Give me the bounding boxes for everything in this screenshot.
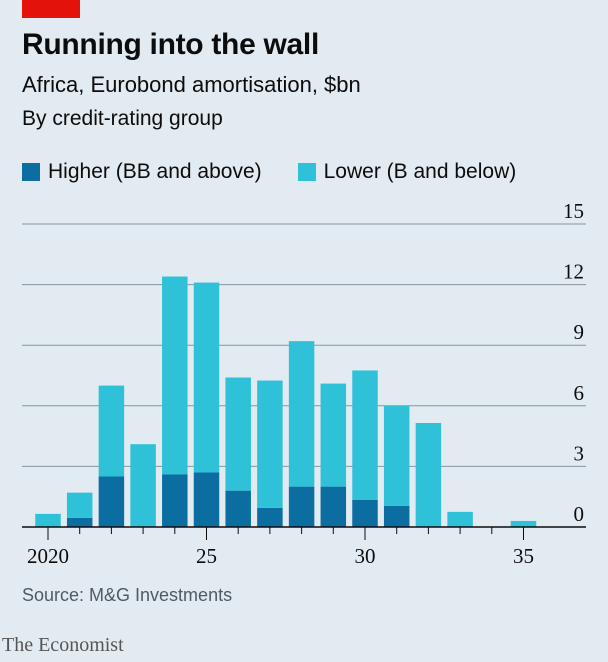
bar-higher bbox=[66, 517, 93, 527]
y-tick-label: 15 bbox=[563, 199, 584, 223]
bar-lower bbox=[288, 341, 315, 487]
bar-higher bbox=[383, 505, 410, 527]
bar-lower bbox=[162, 276, 188, 475]
bar-lower bbox=[447, 511, 473, 527]
publisher-logo: The Economist bbox=[2, 634, 124, 656]
bar-higher bbox=[98, 476, 125, 527]
y-tick-label: 9 bbox=[574, 320, 585, 344]
legend: Higher (BB and above) Lower (B and below… bbox=[22, 160, 552, 184]
legend-label-higher: Higher (BB and above) bbox=[48, 160, 262, 183]
y-tick-label: 12 bbox=[563, 260, 584, 284]
y-tick-label: 6 bbox=[574, 381, 585, 405]
bar-lower bbox=[98, 385, 125, 477]
legend-swatch-lower bbox=[297, 163, 316, 181]
bar-lower bbox=[320, 383, 347, 487]
brand-accent-tag bbox=[22, 0, 80, 18]
bar-lower bbox=[257, 380, 283, 508]
chart-subtitle-secondary: By credit-rating group bbox=[22, 107, 223, 130]
x-tick-label: 25 bbox=[196, 544, 217, 568]
legend-item-lower: Lower (B and below) bbox=[297, 160, 517, 184]
bar-lower bbox=[35, 513, 61, 527]
y-tick-label: 0 bbox=[574, 502, 585, 526]
chart-subtitle: Africa, Eurobond amortisation, $bn bbox=[22, 72, 361, 97]
legend-label-lower: Lower (B and below) bbox=[323, 160, 517, 183]
source-note: Source: M&G Investments bbox=[22, 585, 233, 605]
bar-lower bbox=[193, 282, 220, 473]
bar-higher bbox=[320, 486, 347, 527]
bar-higher bbox=[352, 499, 378, 527]
bar-lower bbox=[415, 422, 442, 527]
bar-higher bbox=[162, 474, 188, 527]
x-tick-label: 2020 bbox=[27, 544, 69, 568]
chart-title: Running into the wall bbox=[22, 28, 319, 61]
bar-lower bbox=[383, 405, 410, 506]
legend-swatch-higher bbox=[22, 163, 40, 181]
bar-lower bbox=[130, 444, 156, 527]
y-tick-label: 3 bbox=[574, 441, 585, 465]
legend-item-higher: Higher (BB and above) bbox=[22, 160, 262, 184]
bar-higher bbox=[288, 486, 315, 527]
bar-higher bbox=[257, 507, 283, 527]
bar-higher bbox=[193, 472, 220, 527]
bar-lower bbox=[510, 520, 537, 527]
bar-lower bbox=[352, 370, 378, 500]
x-tick-label: 35 bbox=[513, 544, 534, 568]
bar-chart: 0 3 6 9 12 15 2020 25 30 35 bbox=[22, 199, 586, 568]
x-tick-label: 30 bbox=[355, 544, 376, 568]
bar-lower bbox=[225, 377, 251, 491]
bar-higher bbox=[225, 490, 251, 527]
bar-lower bbox=[66, 492, 93, 518]
